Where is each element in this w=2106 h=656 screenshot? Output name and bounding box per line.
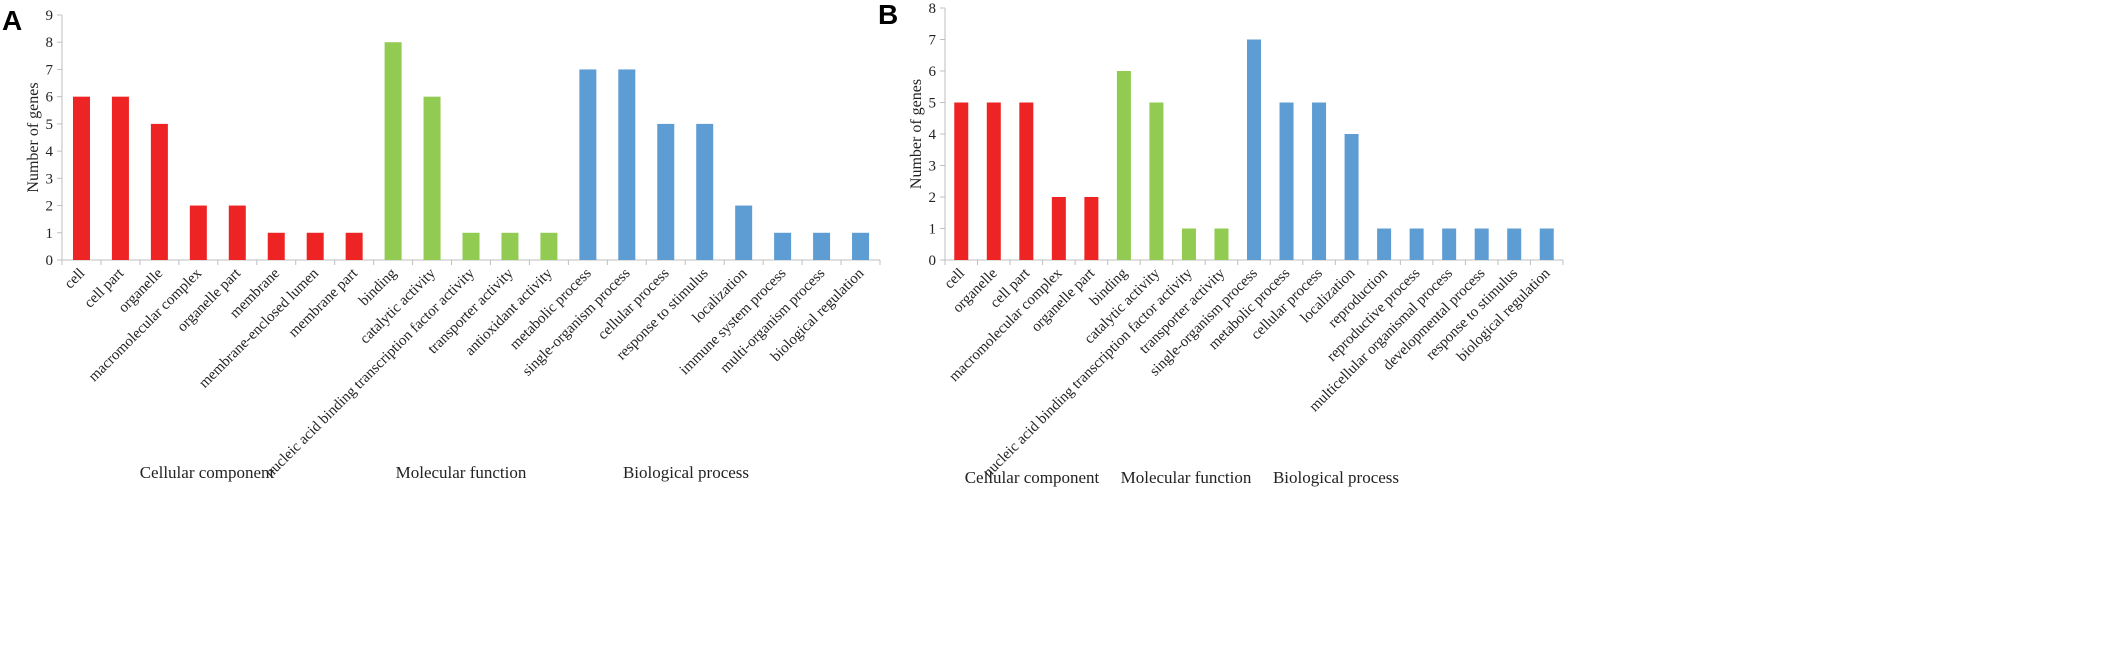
bar	[150, 123, 168, 260]
y-tick-label: 8	[929, 1, 937, 17]
group-label-cellular: Cellular component	[965, 468, 1100, 487]
y-tick-label: 7	[929, 33, 937, 49]
bar	[1279, 102, 1294, 260]
bar	[986, 102, 1001, 260]
bar	[774, 232, 792, 260]
bar	[1539, 228, 1554, 260]
panel-letter-a: A	[2, 5, 22, 36]
bar	[1442, 228, 1457, 260]
bar	[1149, 102, 1164, 260]
bar	[1507, 228, 1522, 260]
y-tick-label: 5	[929, 96, 937, 112]
bar	[579, 69, 597, 260]
bar	[111, 96, 129, 261]
bar	[1312, 102, 1327, 260]
bar	[540, 232, 558, 260]
bar	[228, 205, 246, 260]
y-tick-label: 3	[46, 171, 54, 187]
bar	[384, 42, 402, 260]
bar	[1247, 39, 1261, 260]
group-label-molecular: Molecular function	[1121, 468, 1252, 487]
bar	[1377, 228, 1392, 260]
bar	[501, 232, 519, 260]
y-axis-title: Number of genes	[908, 79, 925, 189]
bar	[1214, 228, 1229, 260]
bar	[1051, 197, 1066, 260]
y-tick-label: 0	[929, 253, 937, 269]
y-tick-label: 9	[46, 8, 54, 24]
group-label-cellular: Cellular component	[140, 463, 275, 482]
bar	[1084, 197, 1099, 260]
y-tick-label: 6	[929, 64, 937, 80]
bar	[1019, 102, 1034, 260]
y-tick-label: 7	[46, 62, 54, 78]
group-label-biological: Biological process	[1273, 468, 1399, 487]
y-tick-label: 3	[929, 159, 937, 175]
y-tick-label: 1	[46, 226, 54, 242]
y-tick-label: 1	[929, 222, 937, 238]
y-axis-title: Number of genes	[25, 82, 42, 192]
bar	[462, 232, 480, 260]
bar	[1116, 71, 1131, 260]
bar	[72, 96, 90, 261]
bar	[954, 102, 969, 260]
bar	[345, 232, 363, 260]
y-tick-label: 8	[46, 35, 54, 51]
category-label: membrane part	[286, 265, 362, 341]
category-label: cell	[941, 266, 968, 293]
bar	[306, 232, 324, 260]
bar	[1474, 228, 1489, 260]
bar	[189, 205, 207, 260]
y-tick-label: 4	[46, 144, 54, 160]
panel-letter-b: B	[878, 0, 898, 30]
bar	[852, 232, 870, 260]
bar	[267, 232, 285, 260]
group-label-molecular: Molecular function	[396, 463, 527, 482]
bar	[618, 69, 636, 260]
bar	[423, 96, 441, 261]
y-tick-label: 2	[929, 190, 937, 206]
bar	[657, 123, 675, 260]
y-tick-label: 2	[46, 199, 54, 215]
y-tick-label: 6	[46, 90, 54, 106]
bar	[1344, 134, 1359, 260]
y-tick-label: 4	[929, 127, 937, 143]
y-tick-label: 0	[46, 253, 54, 269]
bar	[696, 123, 714, 260]
bar	[813, 232, 831, 260]
group-label-biological: Biological process	[623, 463, 749, 482]
y-tick-label: 5	[46, 117, 54, 133]
bar	[1181, 228, 1196, 260]
bar	[735, 205, 753, 260]
bar	[1409, 228, 1424, 260]
category-label: cell	[62, 266, 89, 293]
